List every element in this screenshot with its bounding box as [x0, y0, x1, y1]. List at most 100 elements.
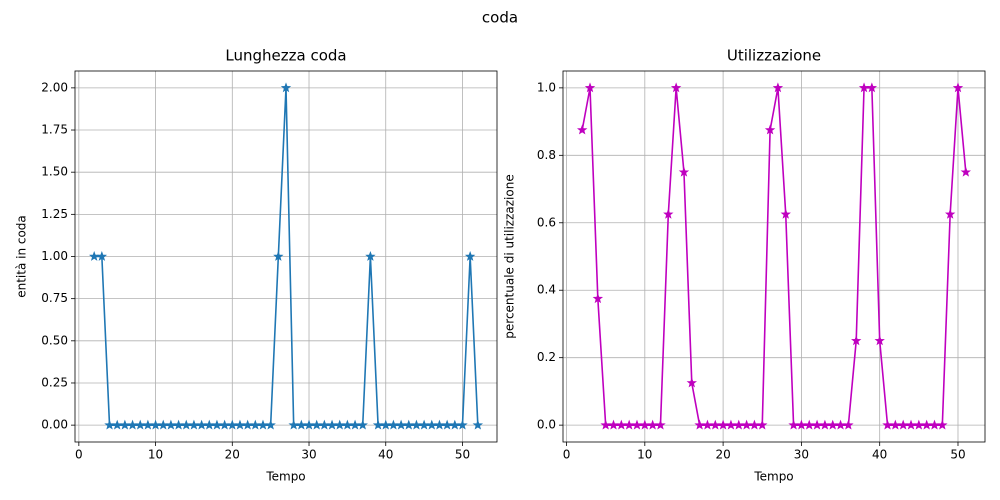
data-point	[772, 82, 784, 93]
data-point	[288, 419, 299, 430]
data-point	[780, 208, 791, 219]
data-point	[349, 419, 361, 430]
y-tick-label: 1.0	[537, 80, 556, 94]
data-point	[811, 419, 823, 430]
data-point	[273, 251, 284, 261]
data-point	[616, 419, 627, 430]
data-point	[819, 419, 831, 430]
x-tick-label: 40	[872, 448, 887, 462]
data-point	[890, 419, 901, 430]
data-point	[694, 419, 705, 430]
data-point	[96, 251, 108, 261]
y-axis-label: entità in coda	[15, 215, 29, 298]
data-point	[733, 419, 744, 430]
x-tick-label: 0	[563, 448, 571, 462]
data-point	[647, 419, 658, 430]
x-tick-label: 50	[455, 448, 470, 462]
data-point	[670, 82, 682, 93]
plot-frame	[74, 70, 498, 443]
data-point	[592, 293, 604, 304]
data-point	[866, 82, 878, 93]
data-point	[257, 419, 269, 430]
data-point	[242, 419, 253, 430]
data-point	[127, 419, 138, 430]
data-point	[219, 419, 230, 430]
subplot-title: Utilizzazione	[727, 47, 821, 65]
y-tick-label: 1.25	[41, 207, 68, 221]
data-point	[472, 419, 484, 430]
data-point	[764, 124, 776, 135]
x-axis-label: Tempo	[753, 470, 793, 484]
data-point	[411, 419, 422, 430]
data-point	[418, 419, 430, 430]
data-point	[211, 419, 223, 430]
data-point	[441, 419, 453, 430]
y-tick-label: 0.8	[537, 148, 556, 162]
data-point	[434, 419, 445, 430]
data-point	[944, 208, 956, 219]
figure-title: coda	[482, 9, 518, 27]
data-point	[725, 419, 737, 430]
x-tick-label: 50	[950, 448, 965, 462]
y-tick-label: 0.0	[537, 418, 556, 432]
data-point	[921, 419, 932, 430]
y-tick-label: 0.75	[41, 291, 68, 305]
data-point	[204, 419, 215, 430]
data-point	[372, 419, 384, 430]
data-point	[457, 419, 468, 430]
data-point	[388, 419, 399, 430]
data-point	[334, 419, 345, 430]
data-point	[600, 419, 611, 430]
data-point	[280, 82, 292, 93]
data-point	[112, 419, 123, 430]
data-point	[196, 419, 207, 430]
data-point	[173, 419, 184, 430]
data-point	[757, 419, 768, 430]
y-tick-label: 0.6	[537, 215, 556, 229]
x-tick-label: 10	[148, 448, 163, 462]
data-point	[913, 419, 925, 430]
data-point	[897, 419, 909, 430]
data-point	[576, 124, 588, 135]
data-point	[686, 377, 697, 388]
data-point	[326, 419, 338, 430]
data-point	[882, 419, 893, 430]
y-tick-label: 0.00	[41, 418, 68, 432]
data-point	[464, 251, 476, 261]
data-point	[119, 419, 131, 430]
data-point	[835, 419, 846, 430]
data-point	[234, 419, 246, 430]
x-tick-label: 30	[794, 448, 809, 462]
data-point	[188, 419, 200, 430]
data-point	[311, 419, 322, 430]
data-point	[104, 419, 115, 430]
data-point	[403, 419, 414, 430]
data-point	[788, 419, 799, 430]
data-point	[250, 419, 261, 430]
y-axis-label: percentuale di utilizzazione	[503, 174, 517, 338]
data-point	[584, 82, 596, 93]
data-point	[365, 251, 376, 261]
data-point	[631, 419, 643, 430]
data-point	[929, 419, 940, 430]
data-line	[581, 87, 967, 426]
x-tick-label: 10	[637, 448, 652, 462]
data-point	[804, 419, 815, 430]
y-tick-label: 0.50	[41, 333, 68, 347]
y-tick-label: 1.75	[41, 123, 68, 137]
data-point	[135, 419, 146, 430]
data-point	[874, 335, 885, 346]
data-point	[158, 419, 169, 430]
data-point	[608, 419, 619, 430]
data-point	[265, 419, 276, 430]
y-tick-label: 1.50	[41, 165, 68, 179]
data-point	[357, 419, 368, 430]
x-tick-label: 20	[225, 448, 240, 462]
data-point	[960, 166, 972, 177]
data-point	[678, 166, 690, 177]
x-tick-label: 30	[301, 448, 316, 462]
data-point	[88, 251, 100, 261]
plot-frame	[562, 70, 986, 443]
data-point	[296, 419, 307, 430]
data-point	[342, 419, 353, 430]
